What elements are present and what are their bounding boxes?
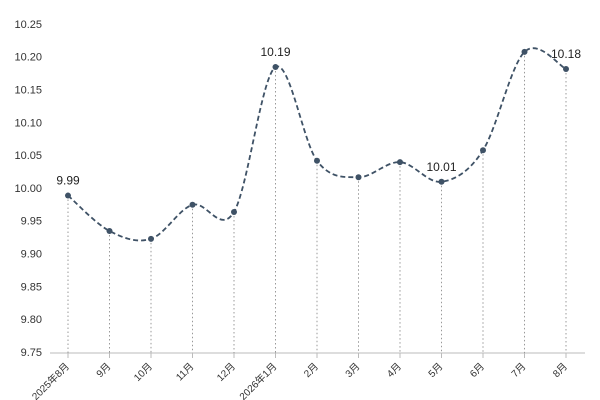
x-tick-label: 3月 [343, 361, 362, 380]
line [67, 47, 567, 242]
point [65, 192, 71, 199]
x-tick-label: 11月 [174, 361, 197, 384]
y-tick-label: 10.05 [14, 150, 42, 162]
y-tick-label: 9.85 [21, 281, 42, 293]
y-tick-label: 9.75 [21, 347, 42, 359]
y-tick-label: 10.25 [14, 19, 42, 31]
x-tick-label: 10月 [132, 361, 155, 384]
x-tick-label: 7月 [509, 361, 528, 380]
x-tick-label: 2025年8月 [29, 360, 72, 400]
point [521, 48, 528, 55]
point [189, 201, 196, 208]
x-tick-label: 2026年1月 [236, 360, 279, 400]
x-tick-label: 5月 [426, 361, 445, 380]
x-tick-label: 8月 [550, 361, 569, 380]
value-label: 10.01 [426, 160, 456, 174]
y-tick-label: 9.95 [21, 216, 42, 228]
point [314, 157, 320, 164]
point [397, 159, 403, 166]
x-tick-label: 6月 [467, 361, 486, 380]
y-tick-label: 10.15 [14, 85, 42, 97]
value-label: 10.18 [551, 47, 581, 61]
x-tick-label: 2月 [301, 361, 320, 380]
point [106, 227, 113, 234]
y-tick-label: 10.20 [14, 52, 42, 64]
y-tick-label: 10.00 [14, 183, 42, 195]
y-tick-label: 9.90 [21, 249, 42, 261]
value-label: 10.19 [260, 45, 290, 59]
point [148, 235, 154, 242]
point [231, 208, 237, 215]
point [355, 174, 362, 181]
x-tick-label: 4月 [384, 361, 403, 380]
x-tick-label: 12月 [215, 361, 238, 384]
y-tick-label: 10.10 [14, 117, 42, 129]
point [438, 178, 445, 185]
y-tick-label: 9.80 [21, 314, 42, 326]
point [272, 63, 279, 70]
point [563, 65, 569, 72]
value-label: 9.99 [56, 174, 80, 188]
point [480, 147, 486, 154]
x-tick-label: 9月 [94, 361, 113, 380]
